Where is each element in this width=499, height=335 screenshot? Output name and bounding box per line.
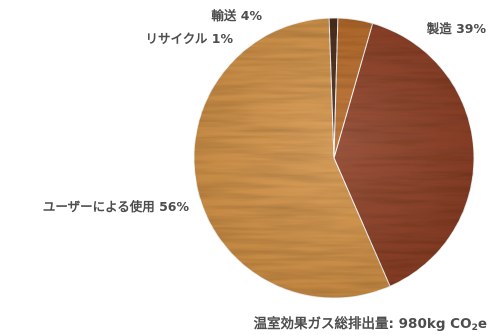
slice-label: リサイクル 1% [146, 31, 234, 46]
pie-slices [193, 17, 475, 299]
slice-label: 輸送 4% [211, 8, 262, 23]
total-emissions-label: 温室効果ガス総排出量: 980kg CO2e [253, 312, 487, 333]
slice-label: 製造 39% [426, 21, 487, 36]
slice-label: ユーザーによる使用 56% [43, 199, 190, 214]
total-emissions-suffix: e [477, 316, 487, 332]
slice-labels: 製造 39% ユーザーによる使用 56% リサイクル 1% 輸送 4% [43, 8, 487, 214]
total-emissions-subscript: 2 [471, 323, 478, 333]
total-emissions-prefix: 温室効果ガス総排出量: 980kg CO [253, 316, 472, 332]
